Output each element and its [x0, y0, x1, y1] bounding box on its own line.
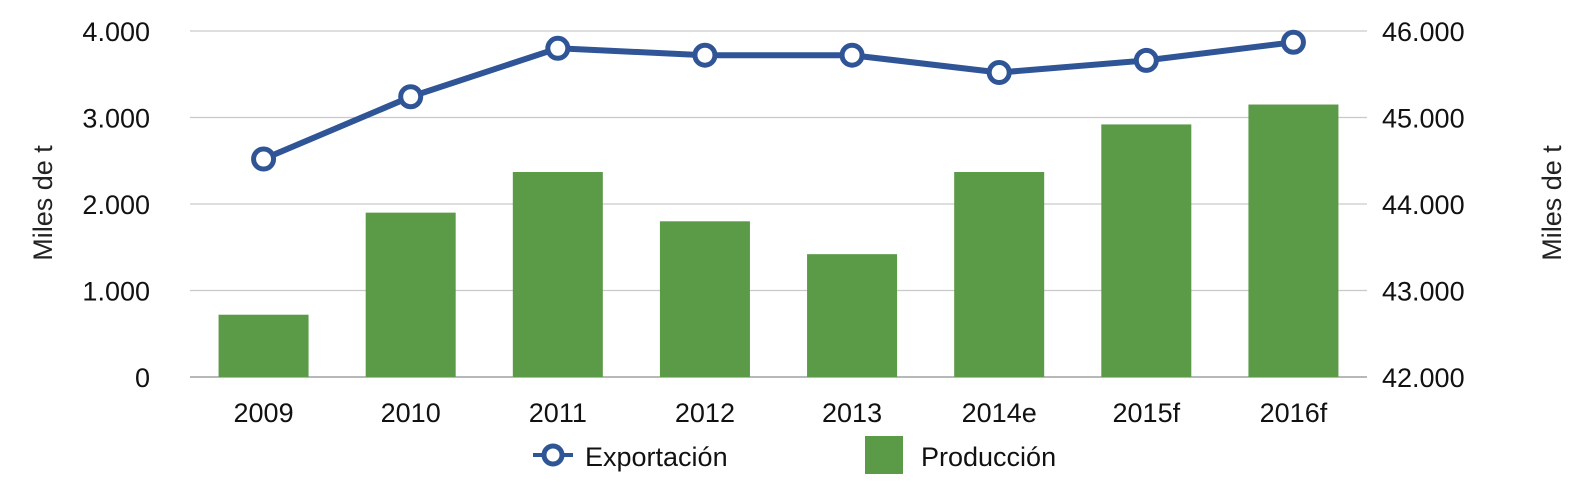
export-point — [692, 42, 718, 68]
x-tick-label: 2009 — [234, 398, 294, 428]
x-tick-label: 2011 — [529, 398, 587, 428]
production-bar — [512, 171, 603, 377]
production-bar — [1101, 124, 1192, 377]
export-point — [986, 60, 1012, 86]
production-bar — [659, 221, 750, 377]
left-tick-label: 2.000 — [82, 190, 150, 220]
legend-export-marker — [541, 443, 565, 467]
left-axis-ticks: 0 1.000 2.000 3.000 4.000 — [82, 17, 150, 393]
export-point — [545, 35, 571, 61]
legend-export-label: Exportación — [585, 442, 728, 472]
x-tick-label: 2013 — [822, 398, 882, 428]
production-bar — [1248, 104, 1339, 378]
x-tick-label: 2016f — [1260, 398, 1328, 428]
left-tick-label: 3.000 — [82, 104, 150, 134]
left-tick-label: 1.000 — [82, 277, 150, 307]
legend-production-label: Producción — [921, 442, 1056, 472]
production-bar — [807, 254, 898, 377]
production-bar — [365, 212, 456, 377]
left-tick-label: 0 — [135, 363, 150, 393]
right-tick-label: 43.000 — [1382, 277, 1465, 307]
right-tick-label: 44.000 — [1382, 190, 1465, 220]
production-bars — [218, 104, 1339, 378]
right-axis-title: Miles de t — [1537, 145, 1567, 261]
legend-production-swatch — [865, 436, 903, 474]
production-bar — [954, 171, 1045, 377]
right-tick-label: 42.000 — [1382, 363, 1465, 393]
export-point — [1133, 47, 1159, 73]
x-tick-label: 2015f — [1113, 398, 1181, 428]
export-point — [839, 42, 865, 68]
left-tick-label: 4.000 — [82, 17, 150, 47]
export-line — [251, 29, 1306, 172]
x-axis-ticks: 2009 2010 2011 2012 2013 2014e 2015f 2016f — [234, 398, 1328, 428]
production-bar — [218, 314, 309, 377]
legend: Exportación Producción — [533, 436, 1056, 474]
export-line-path — [262, 39, 1294, 162]
export-point — [1280, 29, 1306, 55]
left-axis-title: Miles de t — [28, 145, 58, 261]
x-tick-label: 2010 — [381, 398, 441, 428]
right-tick-label: 45.000 — [1382, 104, 1465, 134]
right-axis-ticks: 42.000 43.000 44.000 45.000 46.000 — [1382, 17, 1465, 393]
export-point — [251, 146, 277, 172]
x-tick-label: 2014e — [962, 398, 1037, 428]
x-tick-label: 2012 — [675, 398, 735, 428]
right-tick-label: 46.000 — [1382, 17, 1465, 47]
export-point — [398, 84, 424, 110]
